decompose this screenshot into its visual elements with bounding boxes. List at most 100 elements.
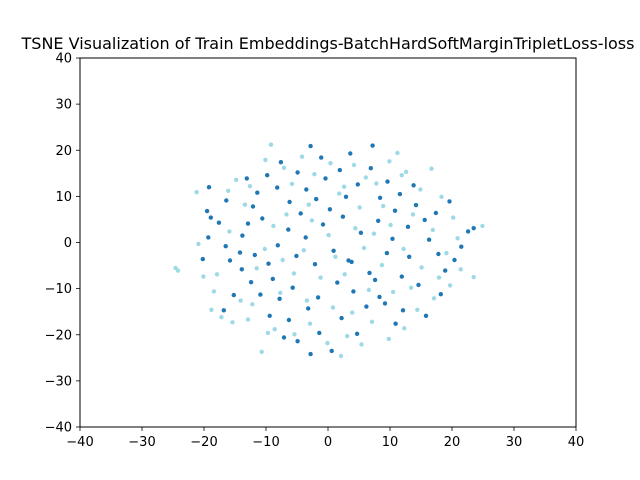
scatter-point [208,215,213,220]
y-tick-label: −10 [45,282,72,297]
scatter-point [237,250,243,255]
scatter-point [271,223,276,229]
scatter-point [358,230,364,235]
scatter-point [382,301,388,306]
scatter-point [439,194,444,199]
scatter-point [387,159,392,164]
scatter-point [224,198,229,203]
scatter-point [363,175,368,180]
y-tick-label: −40 [45,421,72,436]
scatter-point [331,248,336,253]
scatter-point [328,161,333,166]
y-tick-label: 10 [55,190,72,205]
scatter-point [227,229,232,234]
scatter-point [263,157,268,163]
scatter-point [371,231,377,236]
scatter-point [314,196,319,202]
scatter-point [451,215,456,220]
scatter-point [252,252,257,258]
scatter-point [221,308,226,313]
scatter-point [337,167,342,173]
scatter-point [480,223,485,229]
scatter-point [216,220,222,225]
scatter-point [226,188,231,193]
scatter-point [315,295,321,300]
scatter-point [390,236,395,241]
y-axis-ticks: −40 −30 −20 −10 0 10 20 30 40 [45,52,80,436]
scatter-point [175,268,181,273]
scatter-point [386,336,391,342]
scatter-point [370,143,375,148]
scatter-point [240,233,245,238]
scatter-point [447,199,452,204]
scatter-point [438,292,443,297]
y-tick-label: 20 [55,144,72,159]
scatter-point [238,298,243,303]
x-tick-label: −40 [66,435,93,450]
scatter-point [339,315,344,321]
scatter-point [289,181,295,187]
scatter-point [206,185,212,190]
y-tick-label: −20 [45,328,72,343]
scatter-point [399,173,404,178]
y-tick-label: 0 [64,236,72,251]
scatter-point [312,172,317,177]
scatter-point [290,285,295,290]
scatter-point [194,190,199,195]
scatter-point [416,282,421,288]
scatter-point [312,262,318,267]
scatter-point [359,342,364,347]
scatter-point [323,176,328,181]
x-tick-label: 10 [382,435,399,450]
scatter-point [275,243,280,248]
scatter-point [255,190,260,195]
scatter-point [418,187,423,192]
scatter-point [295,339,300,344]
scatter-point [377,195,383,200]
scatter-point [455,236,460,241]
scatter-point [411,183,416,188]
scatter-point [415,307,420,312]
x-tick-label: 20 [444,435,461,450]
scatter-point [247,184,253,189]
scatter-point [242,202,248,207]
scatter-point [275,185,280,190]
scatter-point [388,222,393,228]
scatter-point [303,235,308,240]
scatter-point [338,353,344,359]
scatter-point [419,265,424,270]
scatter-point [393,321,398,326]
scatter-point [262,246,267,252]
scatter-point [292,332,297,337]
scatter-point [307,321,313,326]
scatter-point [431,296,437,301]
scatter-point [350,310,355,315]
scatter-point [392,208,398,213]
scatter-point [270,276,275,282]
scatter-point [335,280,340,285]
scatter-point [402,326,407,331]
scatter-point [429,166,434,171]
scatter-point [355,182,360,187]
scatter-point [209,307,214,312]
scatter-point [348,151,353,156]
scatter-point [281,335,287,340]
scatter-point [346,258,351,263]
scatter-point [317,330,322,336]
scatter-point [319,155,324,160]
scatter-point [436,275,442,280]
y-tick-label: 40 [55,52,72,67]
chart-title: TSNE Visualization of Train Embeddings-B… [21,34,635,53]
x-tick-label: 40 [568,435,585,450]
scatter-point [413,202,419,208]
data-points-layer [173,142,485,359]
scatter-point [430,227,435,233]
scatter-point [201,274,206,279]
scatter-point [291,271,297,276]
scatter-point [366,287,372,293]
scatter-point [231,292,236,298]
scatter-point [294,253,299,259]
scatter-point [458,267,463,272]
scatter-point [245,221,251,226]
